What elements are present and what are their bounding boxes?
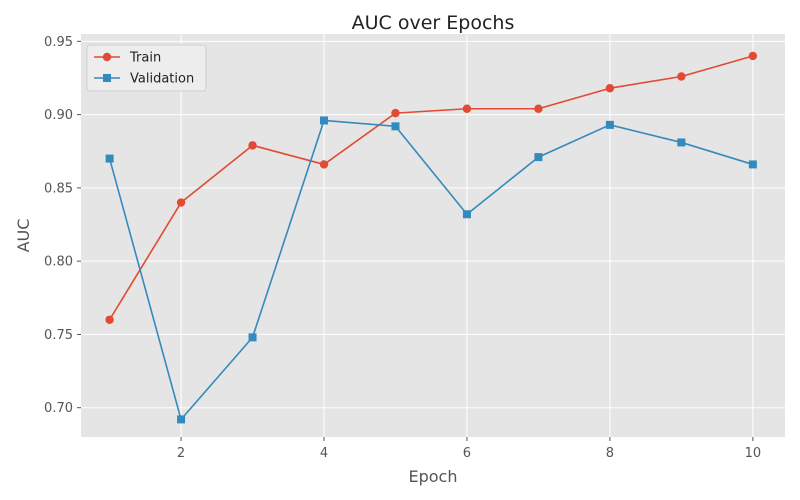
series-train (105, 51, 758, 324)
series-layer (105, 51, 758, 424)
data-point (391, 122, 400, 131)
data-point (534, 104, 543, 113)
chart-title: AUC over Epochs (352, 12, 515, 34)
data-point (677, 138, 686, 147)
y-tick-label: 0.95 (44, 35, 73, 50)
data-point (248, 141, 257, 150)
data-point (176, 198, 186, 207)
plot-area (81, 34, 785, 437)
data-point (319, 160, 329, 169)
data-point (748, 51, 758, 61)
data-point (605, 120, 614, 129)
data-point (391, 108, 400, 118)
data-point (105, 154, 114, 163)
y-tick-label: 0.75 (44, 328, 73, 343)
x-tick-label: 4 (320, 446, 328, 461)
y-tick-label: 0.85 (44, 181, 73, 196)
legend-marker (103, 74, 111, 82)
legend: Train Validation (86, 44, 207, 92)
data-point (105, 315, 114, 324)
legend-item: Validation (94, 72, 194, 87)
x-tick-label: 10 (745, 446, 762, 461)
legend-label: Validation (130, 72, 194, 87)
y-axis-ticks: 0.70 0.75 0.80 0.85 0.90 0.95 (44, 35, 81, 416)
data-point (320, 116, 329, 125)
y-tick-label: 0.90 (44, 108, 73, 123)
y-tick-label: 0.70 (44, 401, 73, 416)
x-tick-label: 8 (606, 446, 614, 461)
data-point (748, 160, 757, 169)
data-point (248, 333, 257, 342)
x-axis-label: Epoch (409, 467, 458, 486)
x-axis-ticks: 2 4 6 8 10 (177, 437, 761, 461)
series-line (108, 55, 754, 321)
legend-label: Train (129, 51, 161, 66)
data-point (605, 84, 615, 93)
data-point (177, 415, 186, 424)
legend-item: Train (94, 51, 161, 66)
y-tick-label: 0.80 (44, 255, 73, 270)
legend-marker (102, 52, 112, 62)
series-line (108, 119, 754, 421)
data-point (677, 72, 686, 81)
series-validation (105, 116, 757, 424)
data-point (534, 153, 543, 162)
data-point (462, 210, 471, 219)
x-tick-label: 2 (177, 446, 185, 461)
data-point (462, 104, 472, 113)
y-axis-label: AUC (14, 219, 33, 253)
x-tick-label: 6 (463, 446, 471, 461)
